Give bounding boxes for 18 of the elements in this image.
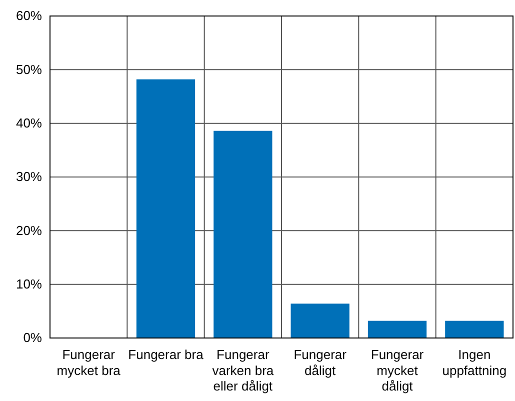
bar <box>290 304 350 338</box>
bar <box>368 320 427 338</box>
y-tick-label: 50% <box>16 62 42 77</box>
bar <box>136 79 196 338</box>
x-tick-label: Ingen uppfattning <box>442 347 507 378</box>
x-tick-label: Fungerar mycket dåligt <box>370 347 424 394</box>
y-tick-label: 20% <box>16 222 42 238</box>
y-tick-label: 0% <box>23 330 42 346</box>
x-tick-label: Fungerar dåligt <box>294 347 348 378</box>
x-tick-label: Fungerar mycket bra <box>56 347 122 378</box>
y-tick-label: 30% <box>16 169 42 184</box>
y-tick-label: 40% <box>16 115 42 130</box>
bar <box>445 320 504 338</box>
y-tick-label: 10% <box>16 276 42 292</box>
y-tick-label: 60% <box>16 8 42 24</box>
x-tick-label: Fungerar varken bra eller dåligt <box>212 347 274 394</box>
x-tick-label: Fungerar bra <box>128 347 204 362</box>
bar <box>214 130 272 338</box>
